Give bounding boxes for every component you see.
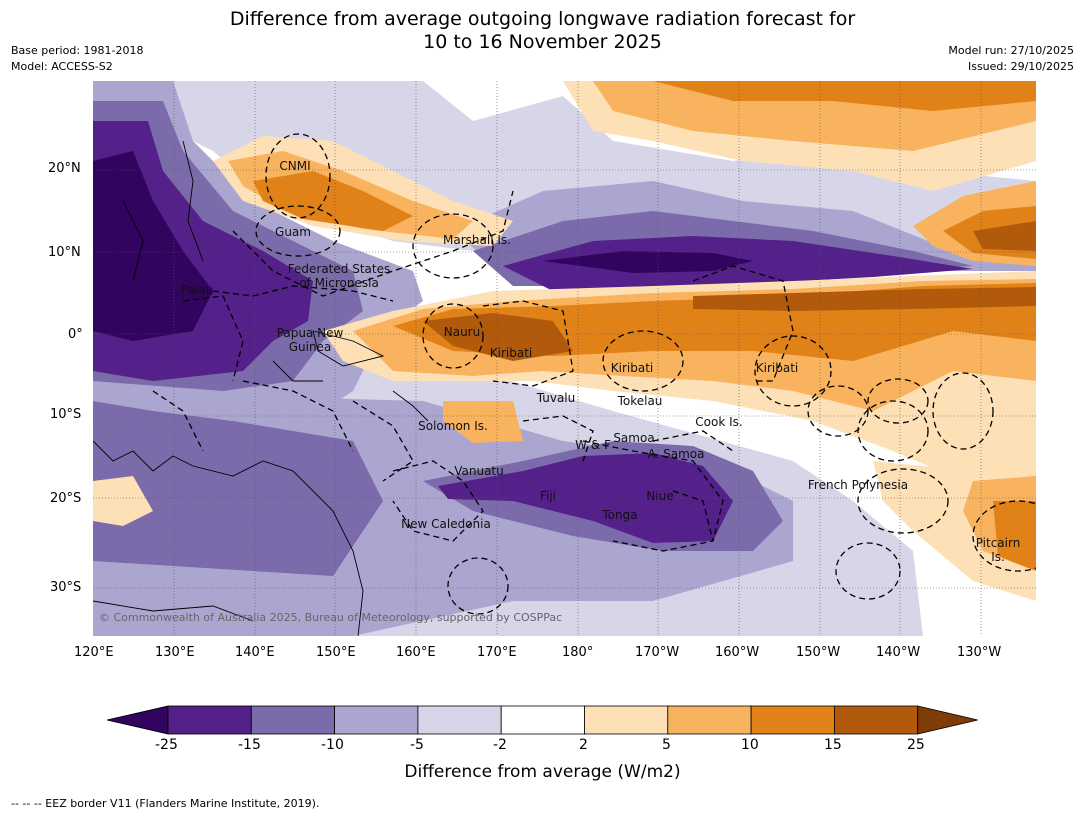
- anomaly-region: [93, 476, 153, 526]
- label-tokelau: Tokelau: [617, 394, 663, 408]
- lon-label: 170°E: [477, 645, 517, 660]
- lat-label: 10°N: [48, 245, 81, 260]
- lon-label: 130°W: [957, 645, 1002, 660]
- colorbar: [106, 705, 978, 735]
- label-tonga: Tonga: [601, 508, 637, 522]
- label-french-polynesia: French Polynesia: [808, 478, 908, 492]
- colorbar-swatch: [750, 705, 835, 735]
- anomaly-region: [443, 401, 523, 443]
- colorbar-tick: 10: [741, 737, 759, 753]
- model-name: Model: ACCESS-S2: [11, 60, 113, 73]
- lon-label: 120°E: [74, 645, 114, 660]
- colorbar-swatch: [250, 705, 336, 735]
- label-png-2: Guinea: [289, 340, 332, 354]
- label-kiribati-central: Kiribati: [611, 361, 653, 375]
- colorbar-extend-high: [917, 705, 978, 735]
- anomaly-region: [93, 401, 383, 576]
- label-kiribati-east: Kiribati: [756, 361, 798, 375]
- colorbar-title: Difference from average (W/m2): [404, 762, 681, 782]
- lon-label: 150°E: [316, 645, 356, 660]
- label-kiribati-west: Kiribati: [490, 346, 532, 360]
- header-left: Base period: 1981-2018 Model: ACCESS-S2: [11, 43, 143, 75]
- anomaly-region: [973, 221, 1036, 251]
- label-marshall: Marshall Is.: [443, 233, 511, 247]
- colorbar-swatch: [417, 705, 502, 735]
- lat-label: 30°S: [50, 580, 82, 595]
- label-fsm-1: Federated States: [288, 262, 390, 276]
- colorbar-tick: 5: [662, 737, 671, 753]
- label-wallis-futuna: W & F: [575, 438, 611, 452]
- label-guam: Guam: [275, 225, 311, 239]
- label-vanuatu: Vanuatu: [454, 464, 504, 478]
- colorbar-tick: -25: [155, 737, 178, 753]
- copyright-notice: © Commonwealth of Australia 2025, Bureau…: [99, 611, 562, 624]
- colorbar-swatch: [500, 705, 585, 735]
- label-tuvalu: Tuvalu: [536, 391, 576, 405]
- colorbar-swatch: [167, 705, 252, 735]
- lon-label: 160°W: [715, 645, 760, 660]
- header-right: Model run: 27/10/2025 Issued: 29/10/2025: [948, 43, 1074, 75]
- label-solomon: Solomon Is.: [418, 419, 488, 433]
- lon-label: 180°: [562, 645, 594, 660]
- colorbar-tick: -15: [238, 737, 261, 753]
- chart-title: Difference from average outgoing longwav…: [0, 8, 1085, 54]
- colorbar-tick: 25: [907, 737, 925, 753]
- colorbar-extend-low: [106, 705, 169, 735]
- colorbar-swatch: [667, 705, 752, 735]
- colorbar-tick: -2: [493, 737, 507, 753]
- colorbar-swatch: [834, 705, 919, 735]
- anomaly-region: [653, 81, 1036, 111]
- issued-date: Issued: 29/10/2025: [967, 60, 1074, 73]
- label-pitcairn-2: Is.: [991, 550, 1005, 564]
- label-pitcairn-1: Pitcairn: [976, 536, 1021, 550]
- lon-label: 150°W: [796, 645, 841, 660]
- anomaly-region: [253, 171, 413, 231]
- title-line-2: 10 to 16 November 2025: [423, 31, 662, 53]
- label-nauru: Nauru: [444, 325, 480, 339]
- label-palau: Palau: [181, 283, 213, 297]
- eez-borders: [152, 133, 1036, 615]
- label-fiji: Fiji: [540, 489, 556, 503]
- label-cnmi: CNMI: [279, 159, 310, 173]
- colorbar-swatch: [334, 705, 419, 735]
- lat-label: 0°: [68, 327, 83, 342]
- colorbar-tick: -10: [321, 737, 344, 753]
- lat-label: 20°N: [48, 161, 81, 176]
- title-line-1: Difference from average outgoing longwav…: [229, 8, 856, 30]
- colorbar-tick: 15: [824, 737, 842, 753]
- colorbar-tick: -5: [410, 737, 424, 753]
- label-cook: Cook Is.: [695, 415, 742, 429]
- coastlines: [93, 140, 429, 636]
- forecast-map: CNMI Guam Marshall Is. Federated States …: [93, 81, 1036, 636]
- anomaly-region: [993, 501, 1036, 571]
- anomaly-region: [93, 151, 213, 341]
- lon-label: 140°E: [235, 645, 275, 660]
- base-period: Base period: 1981-2018: [11, 44, 144, 57]
- colorbar-swatch: [584, 705, 669, 735]
- label-samoa: Samoa: [613, 431, 654, 445]
- label-niue: Niue: [646, 489, 673, 503]
- label-american-samoa: A. Samoa: [648, 447, 705, 461]
- lon-label: 130°E: [155, 645, 195, 660]
- label-png-1: Papua New: [277, 326, 344, 340]
- anomaly-region: [693, 287, 1036, 311]
- lon-label: 170°W: [635, 645, 680, 660]
- lat-label: 10°S: [50, 407, 82, 422]
- graticule: [93, 81, 1036, 636]
- colorbar-tick: 2: [579, 737, 588, 753]
- anomaly-region: [423, 313, 573, 361]
- region-labels: CNMI Guam Marshall Is. Federated States …: [181, 159, 1020, 564]
- lon-label: 160°E: [396, 645, 436, 660]
- model-run: Model run: 27/10/2025: [948, 44, 1074, 57]
- map-canvas: CNMI Guam Marshall Is. Federated States …: [93, 81, 1036, 636]
- eez-footnote: -- -- -- EEZ border V11 (Flanders Marine…: [11, 797, 320, 810]
- lon-label: 140°W: [876, 645, 921, 660]
- anomaly-region: [543, 251, 753, 273]
- label-fsm-2: of Micronesia: [299, 276, 379, 290]
- label-new-caledonia: New Caledonia: [401, 517, 491, 531]
- lat-label: 20°S: [50, 491, 82, 506]
